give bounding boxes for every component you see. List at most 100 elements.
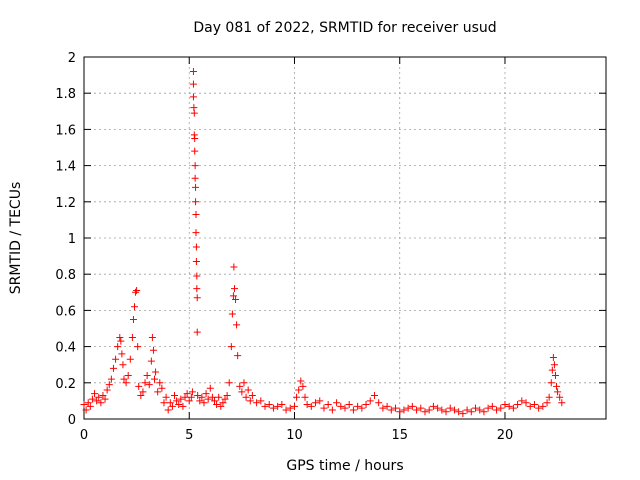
data-point	[413, 406, 421, 414]
data-point	[137, 391, 145, 399]
data-point	[550, 361, 558, 369]
data-point	[333, 399, 341, 407]
y-tick-label: 1	[68, 232, 76, 247]
y-tick-label: 1.2	[55, 196, 76, 211]
data-point	[551, 372, 559, 380]
data-point	[132, 288, 140, 296]
data-point	[202, 390, 210, 398]
data-point	[472, 404, 479, 412]
data-point	[200, 399, 208, 407]
data-point	[438, 406, 446, 414]
data-point	[354, 402, 362, 410]
y-axis-label: SRMTID / TECUs	[8, 182, 24, 295]
data-point	[141, 379, 149, 387]
data-point	[358, 404, 366, 412]
data-point	[362, 401, 370, 409]
data-point	[349, 406, 357, 414]
data-point	[434, 404, 442, 412]
data-point	[198, 393, 206, 401]
data-point	[522, 399, 530, 407]
data-point	[278, 401, 286, 409]
data-point	[488, 402, 496, 410]
data-point	[455, 408, 463, 416]
x-tick-label: 5	[185, 428, 193, 443]
data-point	[211, 397, 218, 405]
data-point	[417, 404, 425, 412]
data-point	[246, 397, 254, 405]
data-point	[242, 393, 250, 401]
data-point	[341, 404, 349, 412]
data-point	[484, 404, 492, 412]
data-point	[80, 401, 88, 409]
data-point	[543, 399, 551, 407]
data-point	[293, 393, 301, 401]
data-point	[442, 408, 450, 416]
data-point	[307, 402, 315, 410]
data-point	[366, 397, 374, 405]
data-point	[480, 408, 488, 416]
x-axis-label: GPS time / hours	[286, 458, 403, 474]
data-point	[379, 404, 387, 412]
x-tick-label: 15	[391, 428, 408, 443]
data-point	[229, 292, 237, 300]
data-point	[133, 286, 141, 294]
data-point	[116, 334, 124, 342]
data-point	[312, 399, 320, 407]
data-point	[324, 401, 332, 409]
data-point	[179, 402, 187, 410]
data-point	[558, 399, 566, 407]
data-point	[156, 379, 164, 387]
data-point	[149, 346, 157, 354]
data-point	[219, 399, 227, 407]
data-point	[240, 379, 248, 387]
data-point	[215, 393, 223, 401]
data-point	[177, 395, 185, 403]
data-point	[152, 368, 160, 376]
data-point	[400, 406, 408, 414]
data-point	[274, 402, 282, 410]
data-point	[257, 397, 265, 405]
data-point	[107, 375, 115, 383]
data-point	[505, 402, 513, 410]
data-point	[221, 395, 229, 403]
data-point	[553, 382, 561, 390]
data-point	[193, 272, 201, 280]
data-point	[173, 397, 181, 405]
data-point	[320, 404, 328, 412]
data-point	[228, 310, 236, 318]
data-point	[301, 393, 309, 401]
data-point	[191, 147, 199, 155]
data-point	[459, 410, 467, 418]
data-point	[166, 399, 174, 407]
data-point	[168, 402, 176, 410]
data-point	[286, 404, 294, 412]
data-point	[518, 397, 526, 405]
data-point	[234, 352, 242, 360]
data-point	[145, 381, 153, 389]
data-point	[476, 406, 484, 414]
data-point	[119, 361, 127, 369]
data-point	[233, 321, 241, 329]
data-point	[191, 174, 199, 182]
data-point	[345, 401, 353, 409]
data-point	[509, 404, 517, 412]
y-tick-label: 1.4	[55, 160, 76, 175]
data-point	[396, 408, 404, 416]
y-tick-label: 2	[68, 51, 76, 66]
data-point	[193, 294, 201, 302]
data-point	[297, 377, 305, 385]
data-point	[408, 402, 416, 410]
data-point	[128, 334, 136, 342]
data-point	[501, 401, 509, 409]
data-point	[337, 402, 345, 410]
y-tick-label: 0	[68, 413, 76, 428]
x-tick-label: 10	[286, 428, 303, 443]
data-point	[192, 210, 200, 218]
data-point	[158, 384, 166, 392]
data-point	[539, 402, 547, 410]
data-point	[91, 390, 99, 398]
data-point	[282, 406, 290, 414]
data-point	[225, 379, 233, 387]
